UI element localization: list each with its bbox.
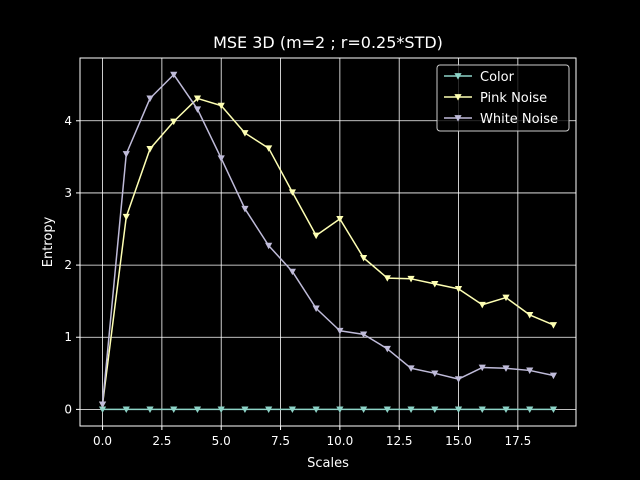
y-tick-label: 4 — [64, 114, 72, 128]
legend-swatch-marker — [454, 115, 462, 122]
legend: Color Pink Noise White Noise — [436, 64, 570, 132]
pink-noise-point — [146, 146, 154, 153]
color-point — [407, 406, 415, 414]
axis-ticks: 0.0 2.5 5.0 7.5 10.0 12.5 15.0 17.5 0 1 2 3 4 — [64, 114, 531, 448]
pink-noise-point — [431, 280, 439, 288]
legend-label: Pink Noise — [480, 91, 547, 106]
y-axis-label: Entropy — [41, 216, 56, 267]
white-noise-point — [407, 365, 415, 372]
pink-noise-point — [170, 118, 178, 126]
color-point — [217, 406, 225, 414]
color-point — [265, 406, 273, 414]
white-noise-line — [101, 73, 554, 405]
color-point — [383, 406, 391, 414]
white-noise-point — [288, 268, 297, 276]
pink-noise-point — [526, 311, 534, 319]
color-point — [526, 406, 534, 414]
legend-swatch-marker — [454, 94, 462, 101]
white-noise-point — [431, 370, 439, 377]
color-point — [549, 406, 558, 414]
pink-noise-series — [98, 95, 558, 408]
white-noise-point — [526, 367, 534, 375]
color-point — [288, 406, 297, 414]
color-point — [193, 406, 202, 414]
color-point — [241, 406, 249, 414]
x-tick-label: 12.5 — [386, 434, 413, 448]
pink-noise-line — [101, 97, 554, 405]
pink-noise-point — [241, 130, 249, 137]
pink-noise-point — [502, 294, 510, 302]
chart-title: MSE 3D (m=2 ; r=0.25*STD) — [213, 33, 443, 52]
x-axis-label: Scales — [307, 456, 349, 471]
color-point — [454, 406, 463, 414]
color-point — [122, 406, 130, 414]
legend-label: White Noise — [480, 112, 558, 127]
pink-noise-point — [122, 213, 130, 221]
white-noise-point — [312, 305, 320, 312]
legend-label: Color — [480, 70, 515, 85]
white-noise-series — [98, 71, 558, 408]
plot-area-frame — [79, 57, 577, 427]
pink-noise-point — [312, 232, 320, 240]
color-point — [98, 406, 107, 414]
white-noise-point — [336, 327, 344, 335]
legend-item-color: Color — [444, 70, 515, 85]
color-series — [98, 406, 558, 414]
y-tick-label: 0 — [64, 402, 72, 416]
x-tick-label: 10.0 — [327, 434, 354, 448]
pink-noise-point — [288, 189, 297, 196]
white-noise-point — [122, 151, 130, 158]
pink-noise-point — [336, 216, 344, 223]
color-point — [478, 406, 486, 414]
color-point — [431, 406, 439, 414]
white-noise-point — [98, 401, 107, 408]
white-noise-point — [383, 345, 391, 353]
pink-noise-point — [407, 275, 415, 283]
pink-noise-point — [549, 322, 558, 329]
x-tick-label: 0.0 — [93, 434, 112, 448]
white-noise-point — [170, 71, 178, 79]
white-noise-point — [265, 242, 273, 250]
y-tick-label: 1 — [64, 330, 72, 344]
pink-noise-point — [454, 286, 463, 293]
white-noise-point — [502, 365, 510, 372]
color-point — [359, 406, 368, 414]
x-tick-label: 15.0 — [445, 434, 472, 448]
white-noise-point — [478, 364, 486, 372]
color-point — [146, 406, 154, 414]
y-tick-label: 2 — [64, 258, 72, 272]
x-tick-label: 17.5 — [504, 434, 531, 448]
white-noise-point — [193, 106, 202, 113]
pink-noise-point — [359, 254, 368, 262]
white-noise-point — [454, 376, 463, 383]
pink-noise-point — [217, 102, 225, 110]
color-point — [336, 406, 344, 414]
x-tick-label: 7.5 — [271, 434, 290, 448]
y-tick-label: 3 — [64, 186, 72, 200]
legend-frame — [436, 64, 570, 132]
white-noise-point — [146, 95, 154, 103]
legend-item-pink-noise: Pink Noise — [444, 91, 547, 106]
pink-noise-point — [478, 301, 486, 309]
legend-item-white-noise: White Noise — [444, 112, 558, 127]
x-tick-label: 2.5 — [152, 434, 171, 448]
white-noise-point — [241, 205, 249, 213]
pink-noise-point — [383, 275, 391, 282]
color-point — [312, 406, 320, 414]
legend-swatch-marker — [454, 73, 462, 80]
color-point — [502, 406, 510, 414]
x-tick-label: 5.0 — [212, 434, 231, 448]
pink-noise-point — [265, 145, 273, 152]
color-point — [170, 406, 178, 414]
series-layer — [98, 71, 558, 414]
white-noise-point — [549, 372, 558, 380]
white-noise-point — [359, 331, 368, 338]
white-noise-point — [217, 155, 225, 162]
pink-noise-point — [193, 95, 202, 103]
